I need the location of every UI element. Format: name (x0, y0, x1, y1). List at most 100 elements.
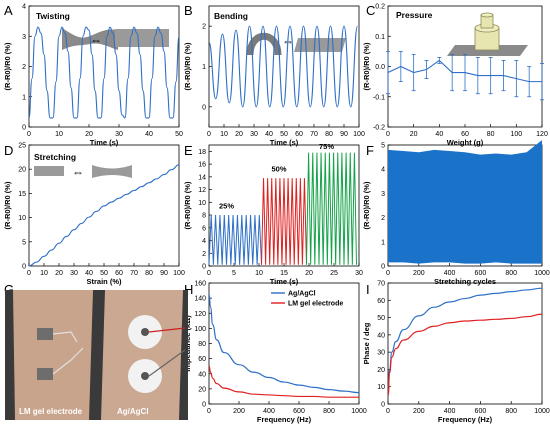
error-bar (450, 54, 455, 92)
plot-frame (387, 282, 543, 405)
y-tick-label: 4 (381, 167, 385, 174)
x-tick-label: 30 (355, 270, 363, 277)
panel-letter-A: A (4, 3, 13, 18)
y-tick-label: 16 (198, 162, 206, 169)
legend-label: LM gel electrode (288, 301, 343, 308)
y-tick-label: 40 (198, 371, 206, 378)
x-axis-label: Frequency (Hz) (257, 415, 312, 424)
y-tick-label: 2 (381, 215, 385, 222)
stretching-illustration: ⇔ (34, 165, 132, 179)
x-tick-label: 60 (295, 131, 303, 138)
x-tick-label: 20 (235, 131, 243, 138)
legend-item: Ag/AgCl (271, 291, 316, 298)
x-tick-label: 10 (55, 131, 63, 138)
panel-letter-C: C (366, 3, 375, 18)
x-tick-label: 70 (130, 270, 138, 277)
x-tick-label: 20 (305, 270, 313, 277)
chart-C: 0 20 40 60 80 100 120 -0.2 -0.1 0.0 0.1 0.2 Weight (… (362, 4, 548, 148)
y-tick-label: 40 (377, 332, 385, 339)
x-tick-label: 40 (265, 131, 273, 138)
x-tick-label: 50 (100, 270, 108, 277)
error-bar (386, 50, 390, 95)
y-tick-label: 12 (198, 187, 206, 194)
panel-letter-G: G (4, 282, 14, 297)
error-bar (527, 66, 532, 98)
error-bar (514, 60, 519, 98)
series-line-lm-gel (208, 365, 359, 398)
x-tick-label: 80 (487, 131, 495, 138)
series-band-cycles (388, 140, 542, 264)
y-tick-label: 4 (202, 238, 206, 245)
x-tick-label: 0 (386, 408, 390, 415)
twisting-illustration: ⇔ (62, 28, 169, 50)
error-bar (488, 57, 493, 95)
x-tick-label: 80 (325, 131, 333, 138)
y-tick-label: 2 (202, 251, 206, 258)
x-axis-label: Stretching cycles (434, 277, 496, 286)
error-bar (437, 57, 442, 64)
chart-E: 0 5 10 15 20 25 30 0 2 4 6 8 10 12 14 16 18 Time (s) (R-R0… (183, 142, 363, 286)
error-bar (411, 54, 416, 92)
lm-gel-electrode-top (37, 328, 53, 340)
lm-gel-electrode-bottom (37, 368, 53, 380)
panel-letter-D: D (4, 143, 13, 158)
x-tick-label: 1000 (534, 408, 550, 415)
panel-letter-B: B (184, 3, 193, 18)
label-agagcl: Ag/AgCl (117, 407, 149, 416)
x-tick-label: 200 (233, 408, 245, 415)
x-tick-label: 400 (444, 270, 456, 277)
y-tick-label: 20 (18, 167, 26, 174)
panel-letter-F: F (366, 143, 374, 158)
x-tick-label: 0 (386, 131, 390, 138)
chart-I: 0 200 400 600 800 1000 0 10 20 30 40 50 60 70 Frequenc… (362, 281, 550, 425)
x-tick-label: 50 (175, 131, 183, 138)
legend-label: Ag/AgCl (288, 291, 316, 298)
y-tick-label: 60 (198, 356, 206, 363)
x-tick-label: 400 (444, 408, 456, 415)
y-tick-label: 2 (22, 64, 26, 71)
y-tick-label: 0 (381, 264, 385, 271)
series-line-strain-25 (208, 215, 262, 265)
y-tick-label: 10 (18, 215, 26, 222)
y-tick-label: 4 (22, 4, 26, 11)
error-bar (398, 50, 403, 83)
x-tick-label: 80 (145, 270, 153, 277)
plot-frame (208, 5, 360, 128)
y-tick-label: 0 (202, 402, 206, 409)
chart-B: 0 10 20 30 40 50 60 70 80 90 100 0 1 2 Time (s) (R-R0)/… (183, 5, 365, 147)
error-bar (540, 63, 544, 101)
annotation-label: 25% (219, 202, 234, 211)
x-tick-label: 60 (461, 131, 469, 138)
x-tick-label: 90 (340, 131, 348, 138)
x-tick-label: 30 (115, 131, 123, 138)
y-axis-label: (R-R0)/R0 (%) (183, 42, 192, 90)
y-axis-label: (R-R0)/R0 (%) (183, 181, 192, 229)
y-tick-label: 3 (381, 191, 385, 198)
y-tick-label: 1 (202, 64, 206, 71)
annotation-label: 50% (271, 165, 286, 174)
x-tick-label: 90 (160, 270, 168, 277)
x-tick-label: 15 (280, 270, 288, 277)
x-tick-label: 800 (505, 270, 517, 277)
x-tick-label: 600 (293, 408, 305, 415)
panel-title-twisting: Twisting (36, 11, 70, 21)
panel-title-stretching: Stretching (34, 152, 76, 162)
x-tick-label: 5 (232, 270, 236, 277)
y-axis-label: (R-R0)/R0 (%) (362, 42, 371, 90)
x-tick-label: 800 (323, 408, 335, 415)
series-line-twisting (28, 26, 180, 119)
y-tick-label: 0.0 (375, 64, 385, 71)
y-tick-label: 0 (381, 402, 385, 409)
x-tick-label: 20 (55, 270, 63, 277)
error-bar (475, 57, 480, 95)
chart-D: 0 10 20 30 40 50 60 70 80 90 100 0 5 10 15 20 25 Strain (… (3, 143, 185, 287)
x-tick-label: 200 (413, 270, 425, 277)
x-tick-label: 600 (475, 270, 487, 277)
x-axis-label: Time (s) (270, 277, 299, 286)
x-tick-label: 20 (410, 131, 418, 138)
y-tick-label: 0 (202, 104, 206, 111)
panel-title-pressure: Pressure (396, 10, 433, 20)
x-tick-label: 10 (220, 131, 228, 138)
y-tick-label: 1 (381, 239, 385, 246)
